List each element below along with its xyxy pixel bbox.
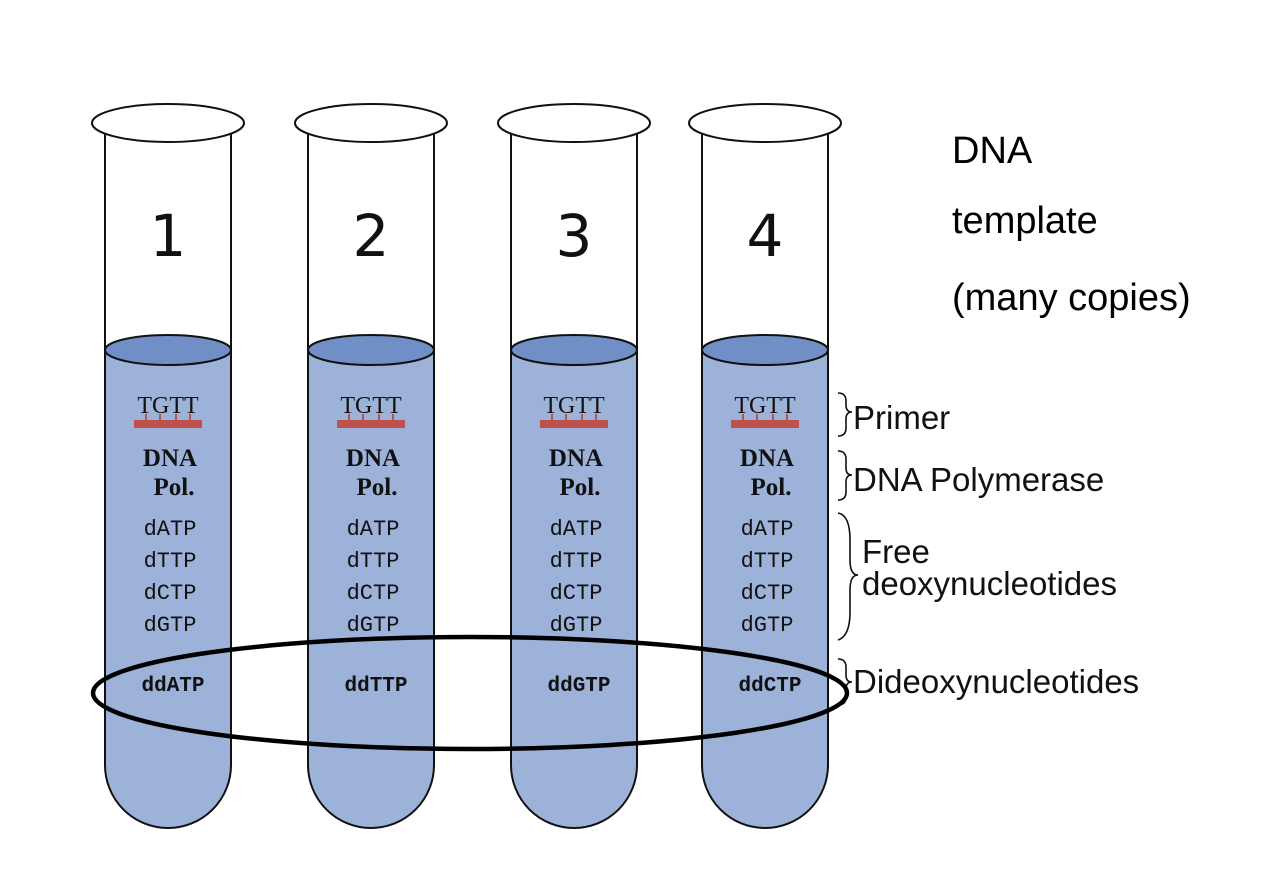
liquid-surface [307,334,435,366]
tube-number: 3 [556,202,593,270]
nucleotide-dttp: dTTP [741,549,794,574]
nucleotide-dgtp: dGTP [741,613,794,638]
primer-brace [837,392,853,437]
tube-outline [701,128,829,829]
primer-sequence: TGTT [734,393,796,419]
dideoxy-highlight-ellipse [90,634,850,752]
polymerase-line1: DNA [346,445,400,472]
tube-number: 2 [353,202,390,270]
tube-outline [307,128,435,829]
polymerase-brace [837,450,853,501]
polymerase-line2: Pol. [154,474,195,501]
tube-liquid [308,350,434,828]
dideoxynucleotide: ddCTP [738,675,801,698]
tube-rim [294,103,448,143]
primer-sequence: TGTT [543,393,605,419]
nucleotide-dgtp: dGTP [347,613,400,638]
template-label-line3: (many copies) [952,277,1191,319]
dideoxy-label: Dideoxynucleotides [853,663,1139,700]
nucleotide-dttp: dTTP [550,549,603,574]
polymerase-line1: DNA [549,445,603,472]
tube-liquid [702,350,828,828]
free-nucleotides-label-line2: deoxynucleotides [862,565,1117,602]
primer-label: Primer [853,399,950,436]
dideoxynucleotide: ddTTP [344,675,407,698]
tube-number: 1 [150,202,187,270]
primer-bar [134,420,202,428]
liquid-surface [510,334,638,366]
nucleotide-dttp: dTTP [347,549,400,574]
primer-bar [540,420,608,428]
primer-sequence: TGTT [137,393,199,419]
tube-rim [688,103,842,143]
polymerase-line1: DNA [143,445,197,472]
polymerase-line1: DNA [740,445,794,472]
nucleotide-dctp: dCTP [347,581,400,606]
free-nucleotides-brace [837,512,859,641]
primer-sequence: TGTT [340,393,402,419]
polymerase-line2: Pol. [357,474,398,501]
template-label-line2: template [952,200,1098,242]
polymerase-label: DNA Polymerase [853,461,1104,498]
nucleotide-datp: dATP [550,517,603,542]
nucleotide-datp: dATP [144,517,197,542]
tube-liquid [105,350,231,828]
tube-liquid [511,350,637,828]
polymerase-line2: Pol. [560,474,601,501]
liquid-surface [701,334,829,366]
nucleotide-dctp: dCTP [741,581,794,606]
nucleotide-datp: dATP [347,517,400,542]
nucleotide-dctp: dCTP [144,581,197,606]
polymerase-line2: Pol. [751,474,792,501]
nucleotide-dttp: dTTP [144,549,197,574]
primer-bar [337,420,405,428]
tube-outline [104,128,232,829]
nucleotide-dctp: dCTP [550,581,603,606]
tube-rim [91,103,245,143]
nucleotide-datp: dATP [741,517,794,542]
template-label-line1: DNA [952,130,1033,172]
tube-number: 4 [747,202,784,270]
tube-outline [510,128,638,829]
dideoxynucleotide: ddGTP [547,675,610,698]
dideoxynucleotide: ddATP [141,675,204,698]
nucleotide-dgtp: dGTP [144,613,197,638]
nucleotide-dgtp: dGTP [550,613,603,638]
tube-rim [497,103,651,143]
free-nucleotides-label-line1: Free [862,533,930,570]
liquid-surface [104,334,232,366]
primer-bar [731,420,799,428]
tubes-layer: 1TGTTDNAPol.dATPdTTPdCTPdGTPddATP2TGTTDN… [91,103,842,829]
